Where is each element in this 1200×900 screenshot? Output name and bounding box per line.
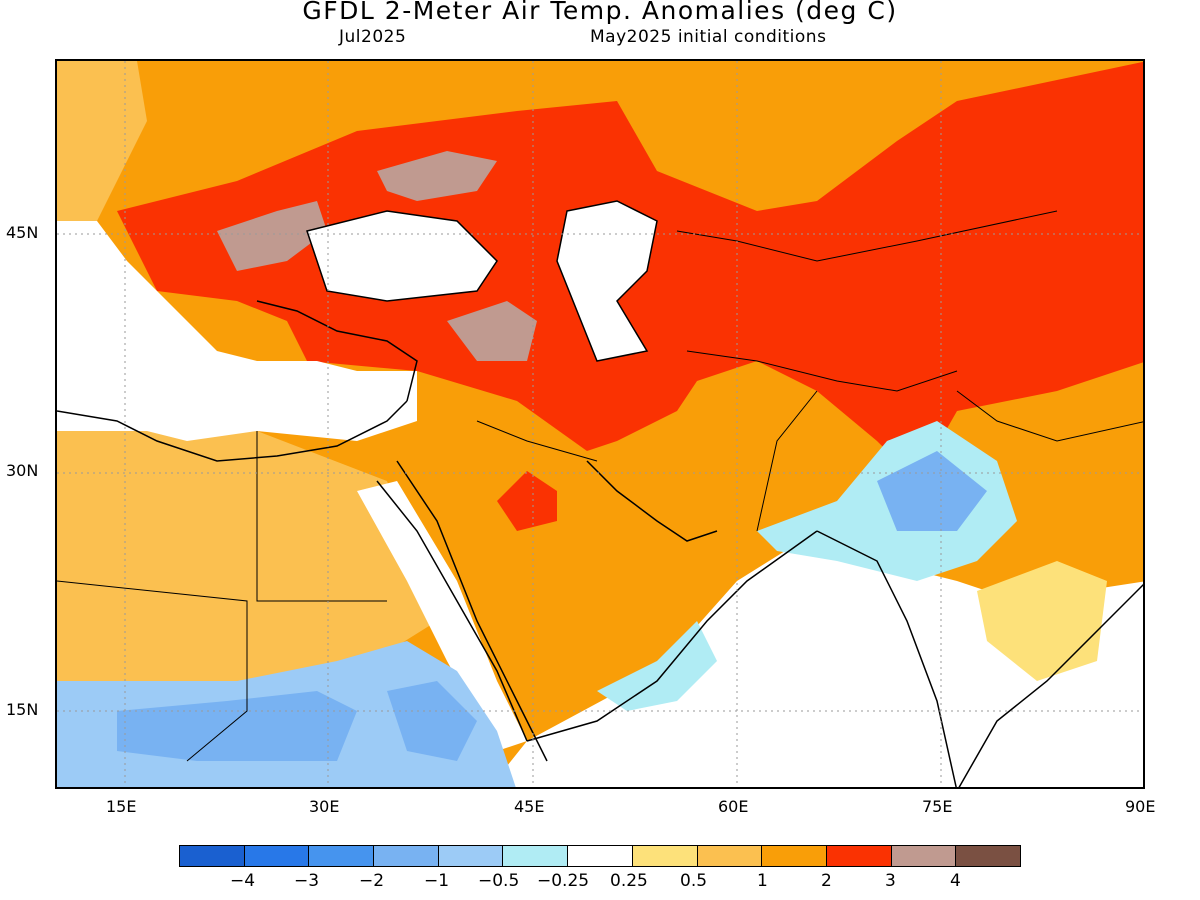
country-borders xyxy=(57,210,1143,762)
field-white-mediterranean xyxy=(57,221,417,441)
colorbar-label: −0.5 xyxy=(478,871,520,891)
lon-label-45e: 45E xyxy=(514,797,545,816)
colorbar-label: 0.25 xyxy=(610,871,648,891)
field-white-black-sea xyxy=(307,211,497,301)
lon-label-90e: 90E xyxy=(1125,797,1156,816)
coastlines xyxy=(57,200,1143,787)
field-mauve-anatolia xyxy=(447,301,537,361)
colorbar-swatch xyxy=(891,846,957,866)
colorbar-swatch xyxy=(568,846,633,866)
field-blue-ethiopia xyxy=(387,681,477,761)
lat-label-45n: 45N xyxy=(6,223,39,242)
lon-label-75e: 75E xyxy=(922,797,953,816)
lon-label-30e: 30E xyxy=(309,797,340,816)
colorbar-swatch xyxy=(503,846,569,866)
colorbar-label: −0.25 xyxy=(537,871,590,891)
lon-label-15e: 15E xyxy=(106,797,137,816)
field-red-arabia xyxy=(497,471,557,531)
colorbar-label: 2 xyxy=(821,871,832,891)
colorbar-label: −3 xyxy=(294,871,320,891)
colorbar-swatch xyxy=(632,846,698,866)
colorbar-label: 1 xyxy=(757,871,768,891)
field-mauve-ukraine xyxy=(377,151,497,201)
field-yellow-india xyxy=(977,561,1107,681)
lon-label-60e: 60E xyxy=(718,797,749,816)
field-blue-pakistan xyxy=(877,451,987,531)
anomaly-field xyxy=(57,61,1143,787)
anomaly-map xyxy=(55,59,1145,789)
colorbar-label: −4 xyxy=(230,871,256,891)
colorbar-swatch xyxy=(374,846,439,866)
colorbar xyxy=(179,845,1021,867)
colorbar-swatch xyxy=(697,846,763,866)
lat-label-30n: 30N xyxy=(6,461,39,480)
colorbar-label: 3 xyxy=(885,871,896,891)
colorbar-label: 0.5 xyxy=(680,871,708,891)
field-mauve-balkans xyxy=(217,201,327,271)
colorbar-swatch xyxy=(244,846,310,866)
colorbar-swatch xyxy=(180,846,245,866)
initial-conditions: May2025 initial conditions xyxy=(590,27,827,47)
lat-label-15n: 15N xyxy=(6,700,39,719)
colorbar-label: 4 xyxy=(950,871,961,891)
forecast-month: Jul2025 xyxy=(339,27,407,47)
field-blue-sahel-core xyxy=(117,691,357,761)
colorbar-label: −1 xyxy=(424,871,450,891)
colorbar-swatch xyxy=(438,846,504,866)
colorbar-swatch xyxy=(956,846,1020,866)
colorbar-swatch xyxy=(826,846,892,866)
field-white-caspian xyxy=(557,201,657,361)
colorbar-label: −2 xyxy=(359,871,385,891)
field-light-orange-africa xyxy=(57,431,437,691)
map-title: GFDL 2-Meter Air Temp. Anomalies (deg C) xyxy=(302,0,898,25)
colorbar-swatch xyxy=(309,846,375,866)
field-cyan-oman xyxy=(597,621,717,711)
field-white-red-sea xyxy=(357,481,527,751)
colorbar-swatch xyxy=(762,846,827,866)
graticule xyxy=(57,61,1143,787)
